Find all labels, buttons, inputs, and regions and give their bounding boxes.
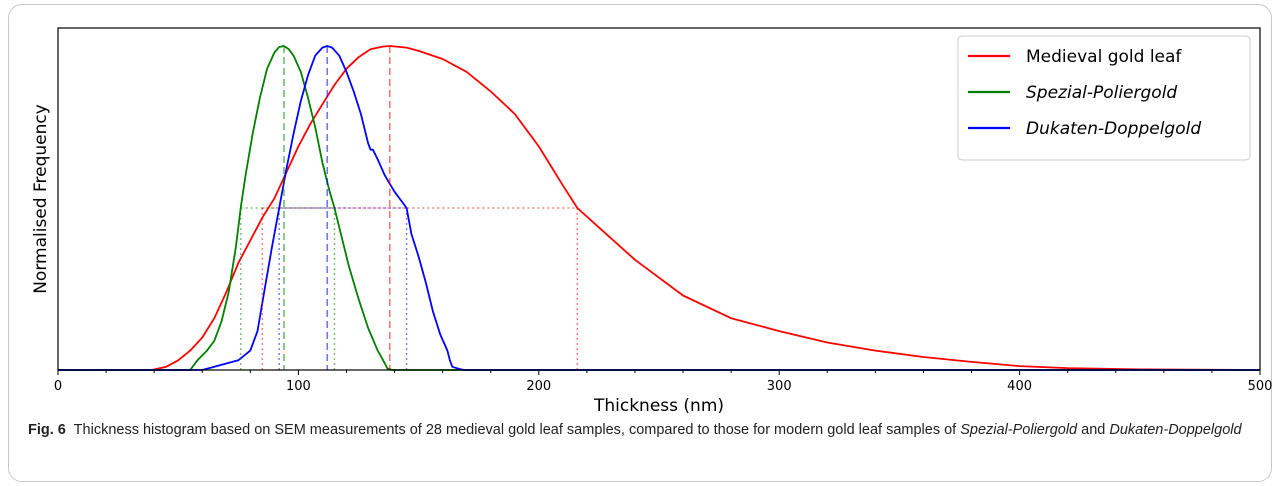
caption-italic-term: Dukaten-Doppelgold — [1109, 422, 1242, 438]
y-axis-label: Normalised Frequency — [31, 104, 51, 294]
plot-guides — [239, 46, 579, 370]
x-axis-label: Thickness (nm) — [593, 396, 724, 416]
plot-curves — [58, 45, 1261, 371]
series-line-0 — [58, 45, 1261, 371]
figure-frame — [8, 4, 1272, 482]
legend-label: Dukaten-Doppelgold — [1026, 119, 1201, 139]
axes-box — [57, 27, 1261, 371]
caption-label: Fig. 6 — [28, 422, 66, 438]
x-tick-label: 0 — [54, 379, 62, 394]
x-tick-label: 100 — [286, 379, 311, 394]
series-line-2 — [58, 45, 1260, 371]
x-tick-label: 200 — [526, 379, 551, 394]
caption-italic-term: Spezial-Poliergold — [960, 422, 1078, 438]
legend-label: Spezial-Poliergold — [1026, 83, 1177, 103]
line-chart: 0 100 200 300 400 500 Thickness (nm) Normalis… — [31, 27, 1273, 416]
x-tick-label: 500 — [1248, 379, 1273, 394]
x-tick-label: 400 — [1007, 379, 1032, 394]
figure-caption: Fig. 6 Thickness histogram based on SEM … — [28, 420, 1258, 441]
legend-label: Medieval gold leaf — [1026, 47, 1182, 67]
x-axis-ticks: 0 100 200 300 400 500 — [54, 370, 1273, 394]
caption-text-joiner: and — [1077, 422, 1110, 438]
legend: Medieval gold leaf Spezial-Poliergold Duka… — [957, 35, 1251, 161]
series-line-1 — [58, 45, 1260, 371]
x-tick-label: 300 — [767, 379, 792, 394]
caption-text: Thickness histogram based on SEM measure… — [73, 422, 961, 438]
legend-box — [957, 35, 1251, 161]
